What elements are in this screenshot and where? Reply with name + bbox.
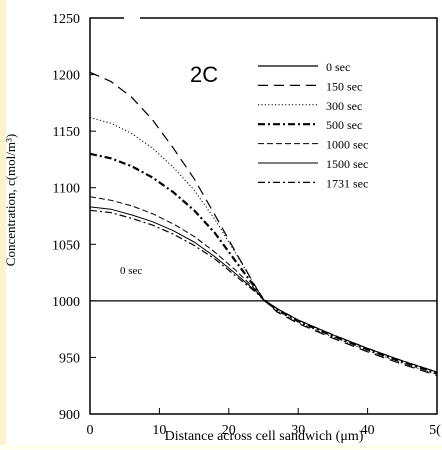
x-tick-label: 5( xyxy=(429,423,441,438)
legend-label: 300 sec xyxy=(326,99,362,113)
panel-label: 2C xyxy=(190,62,218,87)
left-edge-strip xyxy=(0,0,6,445)
y-tick-label: 1100 xyxy=(53,182,80,197)
series-line-500-sec xyxy=(89,152,438,375)
zero-sec-annotation: 0 sec xyxy=(120,265,142,277)
y-tick-label: 900 xyxy=(59,408,80,423)
x-tick-label: 30 xyxy=(291,423,305,438)
y-tick-label: 1250 xyxy=(52,12,80,27)
series-line-1000-sec xyxy=(89,196,438,373)
legend-label: 1731 sec xyxy=(326,176,368,190)
legend-label: 150 sec xyxy=(326,79,362,93)
frame-gap xyxy=(124,16,140,20)
legend-label: 500 sec xyxy=(326,118,362,132)
series-line-1500-sec xyxy=(89,206,438,373)
legend: 0 sec 150 sec 300 sec 500 sec 1000 sec 1500 s… xyxy=(258,60,368,190)
axis-ticks: 900 950 1000 1050 1100 1150 1200 1250 0 10 20 30 40 5… xyxy=(52,12,441,438)
plot-frame xyxy=(89,17,438,415)
series-line-300-sec xyxy=(89,117,438,375)
series-line-1731-sec xyxy=(89,209,438,373)
legend-label: 1000 sec xyxy=(326,138,368,152)
series-layer xyxy=(89,71,438,377)
y-axis-label: Concentration, c(mol/m³) xyxy=(3,134,18,266)
x-axis-label: Distance across cell sandwich (μm) xyxy=(165,429,364,444)
x-tick-label: 40 xyxy=(361,423,375,438)
x-tick-label: 10 xyxy=(152,423,166,438)
legend-label: 1500 sec xyxy=(326,157,368,171)
x-tick-label: 0 xyxy=(87,423,94,438)
legend-label: 0 sec xyxy=(326,60,350,74)
y-tick-label: 1000 xyxy=(52,295,80,310)
y-tick-label: 1150 xyxy=(53,125,80,140)
series-line-150-sec xyxy=(89,71,438,377)
y-tick-label: 1050 xyxy=(52,238,80,253)
y-tick-label: 950 xyxy=(59,351,80,366)
x-tick-label: 20 xyxy=(222,423,236,438)
y-tick-label: 1200 xyxy=(52,69,80,84)
